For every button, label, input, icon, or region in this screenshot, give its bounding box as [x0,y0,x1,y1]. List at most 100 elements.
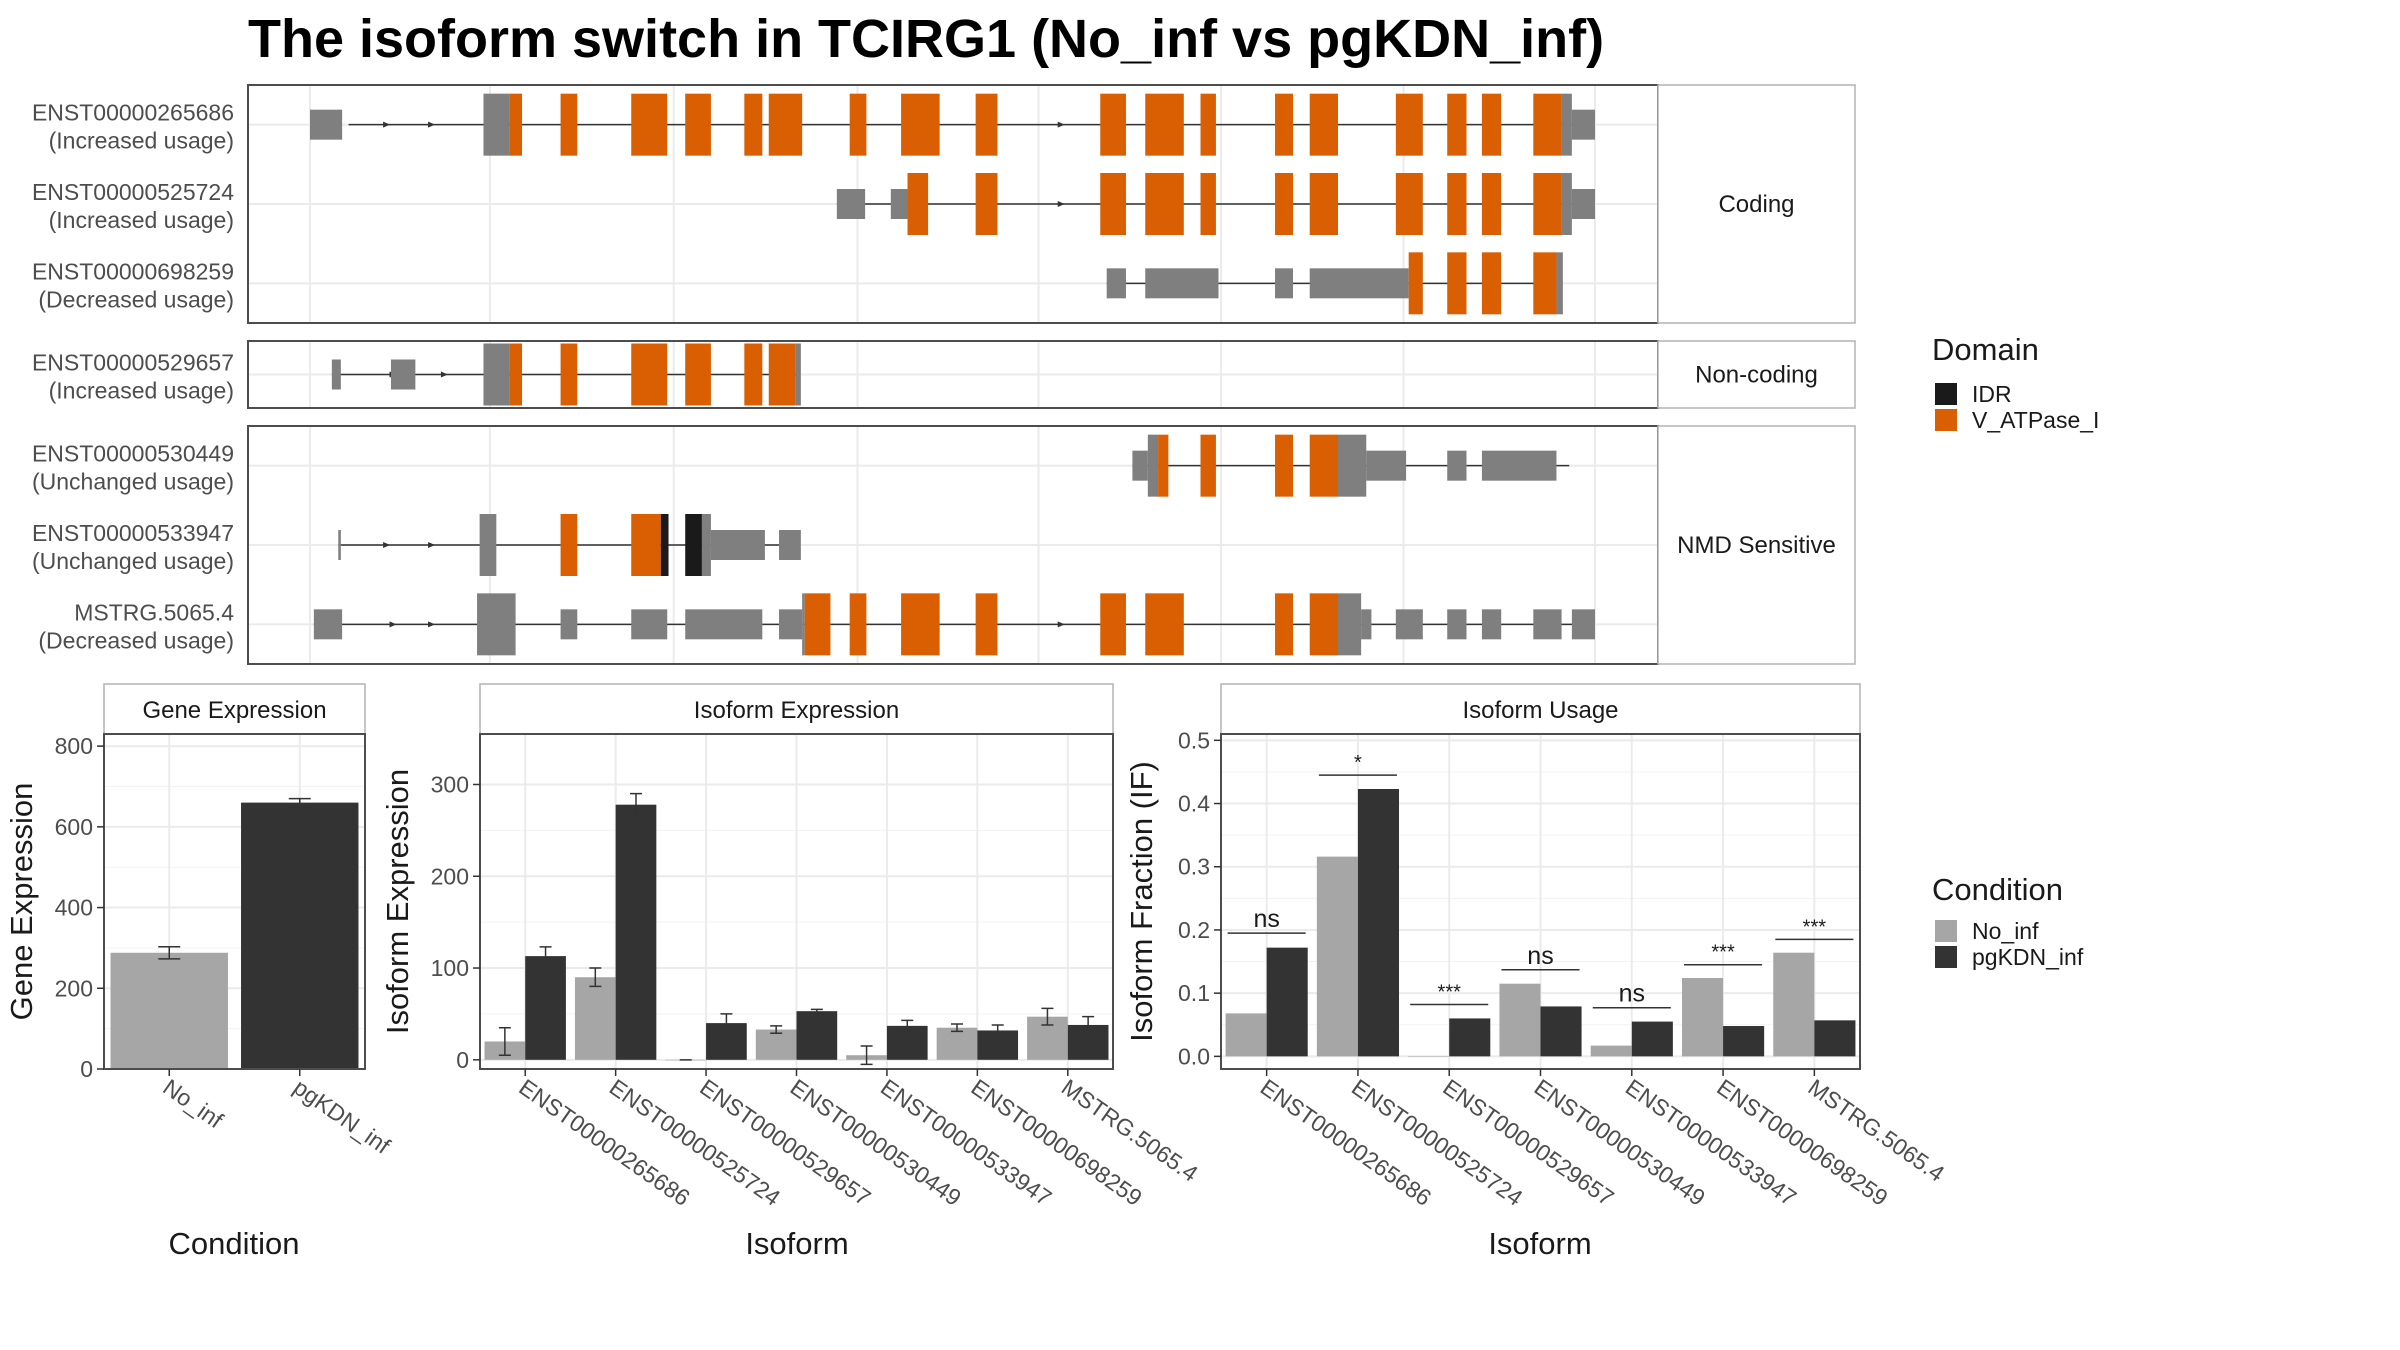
legend-swatch [1935,409,1957,431]
exon-block [560,609,578,640]
bar [1681,977,1724,1057]
exon-vatpase-domain [1395,173,1423,235]
x-tick-label: ENST00000533947 [1621,1074,1801,1211]
exon-block [1571,609,1595,640]
bar [1590,1045,1632,1057]
exon-vatpase-domain [1447,93,1467,156]
exon-vatpase-domain [1395,93,1423,156]
exon-vatpase-domain [901,593,940,656]
significance-label: ns [1619,980,1645,1008]
exon-vatpase-domain [768,93,803,156]
exon-block [479,514,497,576]
exon-block [310,109,343,140]
exon-block [779,609,803,640]
exon-block [1275,268,1294,299]
exon-block [1571,189,1595,219]
bar [1723,1026,1765,1057]
exon-vatpase-domain [1158,434,1169,497]
transcript-usage-label: (Unchanged usage) [32,548,234,574]
exon-vatpase-domain [685,343,711,406]
domain-legend-label: V_ATPase_I [1972,407,2099,433]
x-tick-label: ENST00000529657 [1438,1074,1618,1211]
exon-block [1561,93,1572,156]
transcript-id-label: MSTRG.5065.4 [74,599,234,625]
expression-charts: Gene Expression 0 200 400 600 800 No_inf pgKDN_… [4,683,1949,1261]
bar [936,1027,978,1060]
exon-vatpase-domain [1200,434,1216,497]
error-bar [1082,1015,1095,1034]
strand-arrow-icon [1057,621,1065,628]
exon-idr-domain [685,514,702,576]
significance-label: *** [1711,942,1735,964]
y-tick-label: 0.2 [1178,917,1210,943]
exon-vatpase-domain [1100,593,1126,656]
structure-panel-strip [1657,340,1856,409]
error-bar [991,1024,1004,1037]
exon-block [483,343,510,406]
exon-vatpase-domain [631,93,668,156]
exon-block [1556,252,1563,315]
exon-block [390,359,416,390]
exon-block [338,530,341,560]
x-tick-label: ENST00000698259 [1712,1074,1892,1211]
exon-block [1533,609,1562,640]
bar [755,1029,797,1060]
y-tick-label: 600 [55,814,93,840]
bar [525,956,566,1060]
exon-vatpase-domain [1408,252,1423,315]
exon-vatpase-domain [907,173,929,235]
bar [796,1011,838,1060]
x-tick-label: pgKDN_inf [289,1074,396,1159]
strand-arrow-icon [428,621,436,628]
y-tick-label: 0.1 [1178,980,1210,1006]
exon-block [1338,434,1367,497]
exon-vatpase-domain [560,343,578,406]
error-bar [770,1025,783,1034]
legend-swatch [1935,920,1957,942]
exon-block [1561,173,1572,235]
significance-label: ns [1253,905,1279,933]
exon-vatpase-domain [1200,173,1216,235]
strand-arrow-icon [428,542,436,548]
exon-vatpase-domain [901,93,940,156]
exon-vatpase-domain [804,593,831,656]
strand-arrow-icon [1057,201,1065,207]
exon-vatpase-domain [560,514,578,576]
exon-vatpase-domain [1145,173,1184,235]
strand-arrow-icon [1057,121,1065,128]
exon-vatpase-domain [509,343,523,406]
y-axis-title: Isoform Expression [380,769,415,1034]
exon-vatpase-domain [1533,252,1557,315]
chart-frame [103,733,366,1070]
exon-vatpase-domain [1481,252,1502,315]
exon-block [477,593,516,656]
structure-panel-label: Non-coding [1695,362,1818,389]
exon-block [779,530,801,560]
transcript-usage-label: (Decreased usage) [38,627,234,653]
y-tick-label: 0 [456,1047,469,1073]
bar [615,804,657,1060]
y-tick-label: 0 [80,1056,93,1082]
exon-vatpase-domain [975,93,998,156]
exon-vatpase-domain [1447,252,1467,315]
exon-vatpase-domain [1447,173,1467,235]
structure-panel-label: Coding [1718,191,1794,218]
legend-swatch [1935,383,1957,405]
strand-arrow-icon [383,542,391,548]
exon-vatpase-domain [1100,93,1126,156]
bar [1408,1056,1450,1057]
bar [241,802,359,1069]
exon-vatpase-domain [975,593,998,656]
y-tick-label: 0.0 [1178,1043,1210,1069]
exon-vatpase-domain [744,343,763,406]
exon-block [685,609,763,640]
y-tick-label: 0.4 [1178,791,1210,817]
exon-vatpase-domain [1533,173,1562,235]
error-bar [589,967,602,988]
transcript-usage-label: (Increased usage) [49,207,234,233]
exon-vatpase-domain [1309,434,1338,497]
transcript-usage-label: (Increased usage) [49,128,234,154]
exon-vatpase-domain [509,93,523,156]
bar [1266,947,1308,1057]
error-bar [860,1045,873,1066]
